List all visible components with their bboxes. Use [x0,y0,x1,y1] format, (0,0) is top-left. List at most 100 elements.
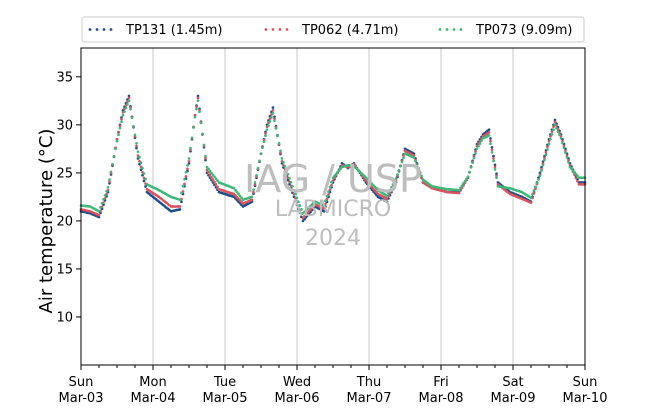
legend-item-1: TP131 (1.45m) [88,23,222,38]
data-point [135,144,138,148]
data-point [97,213,101,217]
data-point [490,148,494,152]
legend-marker [452,28,456,31]
data-point [288,176,291,180]
data-point [537,178,540,181]
data-point [106,185,110,189]
data-point [127,94,131,98]
data-point [187,161,191,165]
data-point [103,193,107,197]
data-point [489,137,492,140]
data-point [268,120,272,123]
x-tick-label-date: Mar-04 [131,391,176,406]
series-layer [79,94,587,223]
data-point [232,186,236,190]
data-point [402,156,405,160]
legend-item-3: TP073 (9.09m) [438,23,572,38]
data-point [273,119,276,123]
y-axis-label: Air temperature (°C) [36,129,57,314]
data-point [283,165,287,168]
data-point [127,99,131,103]
data-point [235,190,239,194]
data-point [127,96,131,100]
data-point [210,171,213,175]
data-point [414,159,417,163]
data-point [208,173,212,177]
data-point [273,117,276,121]
data-point [538,171,542,175]
data-point [183,177,186,181]
data-point [492,157,495,160]
series-3 [79,99,587,215]
data-point [207,167,210,171]
data-point [571,169,575,172]
data-point [460,184,464,188]
data-point [495,172,498,176]
data-point [540,165,543,169]
data-point [567,159,570,162]
data-point [111,162,114,166]
data-point [556,130,560,133]
data-point [193,113,197,117]
legend-label: TP062 (4.71m) [301,23,398,38]
x-tick-label-day: Fri [433,375,449,390]
data-point [181,184,185,188]
data-point [105,189,108,193]
data-point [474,152,477,155]
data-point [180,200,183,204]
legend-marker [264,28,268,31]
legend-marker [459,28,463,31]
data-point [555,126,558,130]
y-tick-label: 15 [56,262,73,277]
data-point [324,199,327,203]
data-point [267,124,270,127]
data-point [568,163,572,167]
data-point [286,172,290,176]
data-point [184,175,188,178]
data-point [252,188,255,192]
data-point [279,151,282,155]
data-point [189,146,192,150]
data-point [550,133,554,136]
data-point [402,154,405,158]
data-point [120,120,123,124]
data-point [201,132,204,136]
x-tick-label-date: Mar-06 [275,391,320,406]
data-point [216,179,219,182]
data-point [117,131,120,134]
data-point [325,194,329,198]
data-point [186,164,189,167]
data-point [238,194,242,198]
data-point [415,163,419,167]
data-point [471,161,474,165]
data-point [540,169,543,172]
x-tick-label-date: Mar-10 [563,391,608,406]
data-point [115,137,119,141]
data-point [412,156,416,159]
data-point [282,161,285,164]
data-point [547,139,551,143]
data-point [544,151,548,154]
data-point [334,172,338,176]
data-point [544,153,548,156]
data-point [214,183,218,186]
data-point [256,166,260,170]
legend-marker [95,28,99,31]
data-point [270,116,273,119]
data-point [459,186,462,190]
data-point [237,192,240,196]
data-point [457,188,461,192]
data-point [336,171,339,174]
data-point [118,124,122,128]
data-point [495,174,498,178]
data-point [547,142,551,146]
data-point [142,179,146,183]
data-point [213,175,216,179]
data-point [102,197,105,201]
data-point [489,142,492,146]
data-point [339,167,342,171]
data-point [289,180,293,184]
data-point [279,149,282,153]
data-point [475,147,479,151]
data-point [529,196,533,200]
